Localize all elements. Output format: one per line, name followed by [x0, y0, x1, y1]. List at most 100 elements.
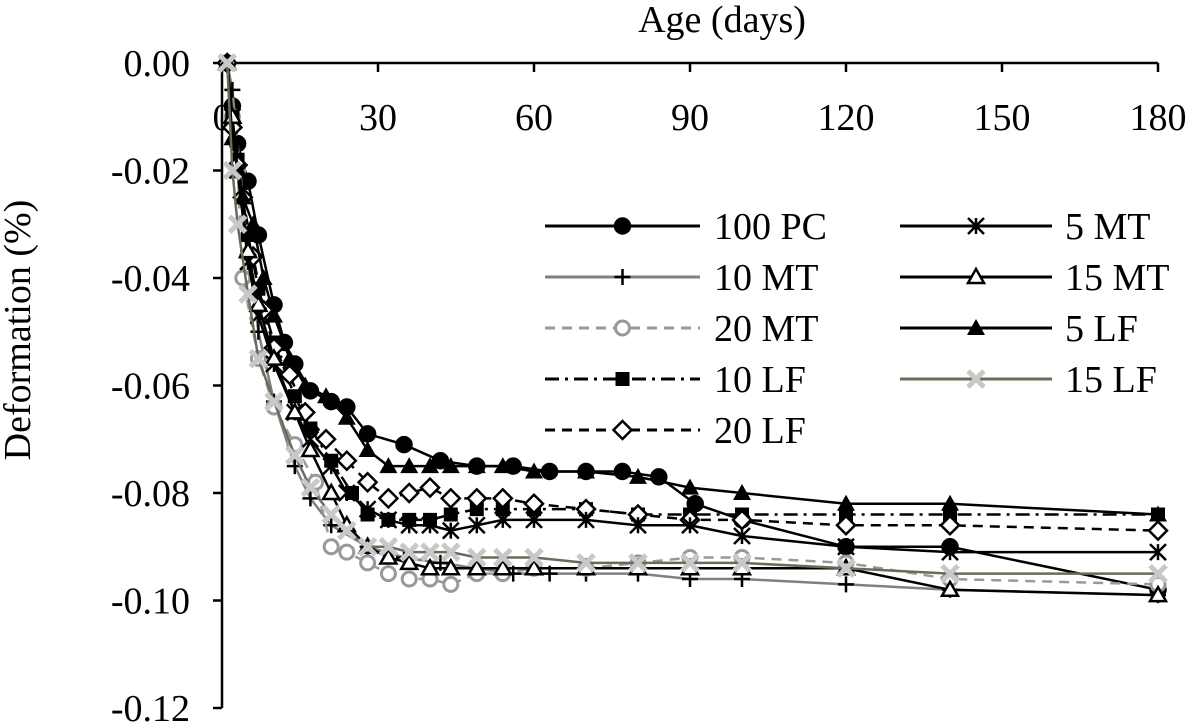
data-point — [321, 504, 341, 525]
legend-item: 5 MT — [900, 206, 1151, 248]
legend-item: 10 LF — [545, 359, 806, 401]
legend-item: 15 LF — [900, 359, 1157, 401]
data-point — [217, 53, 237, 73]
data-point — [442, 575, 460, 593]
data-point — [377, 487, 400, 510]
y-tick-label: -0.10 — [111, 581, 190, 623]
data-point — [629, 467, 647, 484]
data-point — [576, 553, 596, 573]
y-tick-label: -0.08 — [111, 473, 190, 515]
data-point — [264, 391, 284, 412]
data-point — [336, 449, 358, 472]
axes: 0.00-0.02-0.04-0.06-0.08-0.10-0.120 30 60 9… — [111, 43, 1187, 722]
data-point — [321, 482, 342, 501]
data-point — [234, 269, 252, 287]
legend-marker — [614, 269, 631, 285]
data-point — [400, 457, 419, 474]
data-point — [1147, 519, 1169, 542]
data-point — [733, 484, 751, 500]
data-point — [379, 457, 398, 474]
data-point — [237, 240, 259, 259]
data-point — [733, 527, 751, 545]
data-point — [322, 538, 340, 556]
data-point — [1147, 584, 1169, 603]
data-point — [628, 553, 648, 573]
series-5-lf — [218, 54, 1167, 522]
data-point — [337, 520, 357, 541]
legend: 100 PC 10 MT 20 MT 10 LF 20 LF 5 MT 15 MT 5 LF 1… — [545, 206, 1170, 452]
data-point — [302, 490, 319, 507]
data-point — [681, 516, 699, 535]
legend-label: 100 PC — [714, 206, 827, 248]
data-point — [345, 486, 359, 500]
data-point — [523, 557, 545, 576]
data-point — [244, 215, 263, 232]
data-point — [359, 554, 377, 572]
data-point — [525, 462, 543, 479]
data-point — [322, 457, 341, 476]
data-point — [356, 471, 379, 494]
data-point — [296, 376, 315, 393]
data-point — [248, 348, 269, 369]
data-point — [941, 543, 959, 562]
data-point — [577, 462, 595, 479]
data-point — [337, 408, 356, 425]
data-point — [939, 579, 961, 597]
data-point — [224, 81, 241, 98]
data-point — [440, 487, 462, 510]
data-point — [357, 536, 378, 557]
data-point — [300, 439, 321, 458]
legend-marker — [613, 217, 632, 235]
data-point — [400, 570, 418, 588]
data-point — [223, 129, 242, 146]
series-layer — [216, 52, 1169, 604]
data-point — [300, 477, 321, 498]
x-tick-label: 120 — [818, 97, 875, 139]
legend-item: 20 MT — [545, 308, 819, 350]
data-point — [466, 557, 487, 576]
data-point — [493, 457, 512, 474]
data-point — [379, 510, 398, 529]
legend-label: 5 LF — [1065, 308, 1138, 350]
data-point — [317, 387, 335, 404]
data-point — [441, 542, 461, 562]
data-point — [493, 510, 512, 529]
legend-label: 20 LF — [714, 410, 806, 452]
series-20-lf — [216, 52, 1169, 542]
data-point — [263, 348, 285, 366]
data-point — [838, 576, 854, 593]
legend-item: 15 MT — [900, 257, 1170, 299]
data-point — [466, 487, 488, 510]
data-point — [680, 553, 700, 573]
y-tick-label: -0.04 — [111, 258, 190, 300]
data-point — [1149, 543, 1167, 562]
data-point — [378, 536, 399, 557]
x-tick-label: 150 — [974, 97, 1031, 139]
data-point — [284, 401, 305, 420]
data-point — [440, 557, 461, 576]
x-tick-label: 180 — [1130, 97, 1187, 139]
data-point — [248, 294, 269, 313]
legend-marker — [966, 369, 986, 389]
data-point — [395, 435, 413, 454]
data-point — [681, 478, 699, 495]
legend-label: 5 MT — [1065, 206, 1151, 248]
y-tick-label: -0.12 — [111, 688, 190, 722]
data-point — [399, 542, 419, 562]
x-tick-label: 60 — [515, 97, 553, 139]
legend-item: 10 MT — [545, 257, 819, 299]
data-point — [358, 500, 377, 519]
data-point — [939, 514, 961, 537]
data-point — [941, 494, 959, 511]
legend-label: 10 MT — [714, 257, 819, 299]
data-point — [940, 563, 960, 584]
legend-item: 5 LF — [900, 308, 1138, 350]
data-point — [431, 452, 450, 470]
data-point — [315, 428, 337, 451]
data-point — [524, 547, 544, 568]
legend-label: 15 MT — [1065, 257, 1170, 299]
legend-label: 10 LF — [714, 359, 806, 401]
legend-marker — [967, 217, 985, 235]
data-point — [577, 510, 595, 529]
